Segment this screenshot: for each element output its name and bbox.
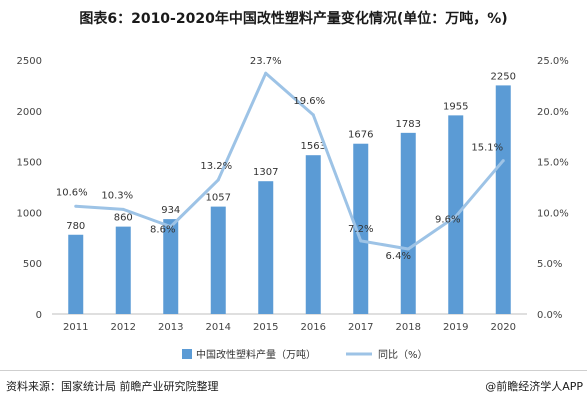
growth-value-label: 23.7% [250, 56, 282, 67]
bar-value-label: 1057 [206, 193, 231, 204]
y-right-tick-label: 15.0% [537, 158, 569, 169]
y-right-tick-label: 25.0% [537, 56, 569, 67]
y-right-tick-label: 5.0% [537, 259, 562, 270]
x-tick-label: 2015 [253, 322, 278, 333]
growth-point [311, 113, 315, 117]
bar [305, 155, 321, 314]
growth-value-label: 6.4% [386, 251, 411, 262]
growth-value-label: 10.3% [101, 190, 133, 201]
bar-value-label: 1955 [443, 101, 468, 112]
growth-value-label: 7.2% [348, 224, 373, 235]
bar-value-label: 1307 [253, 167, 278, 178]
source-note: 资料来源：国家统计局 前瞻产业研究院整理 [6, 380, 219, 393]
x-tick-label: 2012 [111, 322, 136, 333]
growth-point [216, 178, 220, 182]
growth-line [75, 71, 505, 251]
growth-value-label: 19.6% [293, 96, 325, 107]
x-tick-label: 2019 [443, 322, 468, 333]
growth-value-label: 9.6% [435, 214, 460, 225]
bar-value-label: 1563 [301, 141, 326, 152]
bar [495, 85, 511, 315]
x-tick-label: 2013 [158, 322, 183, 333]
growth-value-label: 8.6% [150, 225, 175, 236]
bar [400, 132, 416, 314]
growth-point [454, 214, 458, 218]
bar [163, 219, 179, 314]
growth-point [501, 159, 505, 163]
x-tick-label: 2017 [348, 322, 373, 333]
legend-line-label: 同比（%） [378, 349, 428, 361]
footer-divider [0, 370, 587, 371]
y-left-tick-label: 2000 [17, 107, 42, 118]
growth-value-label: 15.1% [471, 143, 503, 154]
bar-value-label: 1676 [348, 130, 373, 141]
x-tick-label: 2016 [301, 322, 326, 333]
bar [210, 206, 226, 314]
growth-point [169, 225, 173, 229]
legend-bar-swatch [182, 349, 192, 359]
x-tick-label: 2018 [396, 322, 421, 333]
growth-value-label: 13.2% [200, 161, 232, 172]
bar-value-label: 1783 [396, 119, 421, 130]
legend-bar-label: 中国改性塑料产量（万吨） [196, 348, 316, 361]
y-left-tick-label: 2500 [17, 56, 42, 67]
bar [258, 181, 274, 314]
bar [68, 234, 84, 314]
x-tick-label: 2014 [206, 322, 231, 333]
y-left-tick-label: 1500 [17, 158, 42, 169]
growth-point [264, 71, 268, 75]
growth-point [406, 247, 410, 251]
bar-value-label: 860 [114, 213, 133, 224]
bar-value-label: 2250 [491, 71, 516, 82]
growth-point [359, 239, 363, 243]
bar [353, 143, 369, 314]
y-left-tick-label: 500 [23, 259, 42, 270]
growth-value-label: 10.6% [56, 187, 88, 198]
chart-title: 图表6：2010-2020年中国改性塑料产量变化情况(单位：万吨，%) [79, 11, 508, 27]
y-left-tick-label: 0 [36, 310, 42, 321]
y-right-tick-label: 10.0% [537, 208, 569, 219]
bar [115, 226, 131, 314]
x-tick-label: 2020 [491, 322, 516, 333]
bar-value-label: 780 [66, 221, 85, 232]
y-right-tick-label: 20.0% [537, 107, 569, 118]
y-right-tick-label: 0.0% [537, 310, 562, 321]
growth-point [121, 207, 125, 211]
growth-point [74, 204, 78, 208]
y-left-tick-label: 1000 [17, 208, 42, 219]
x-tick-label: 2011 [63, 322, 88, 333]
bar-value-label: 934 [161, 205, 180, 216]
publisher-credit: @前瞻经济学人APP [485, 380, 583, 393]
